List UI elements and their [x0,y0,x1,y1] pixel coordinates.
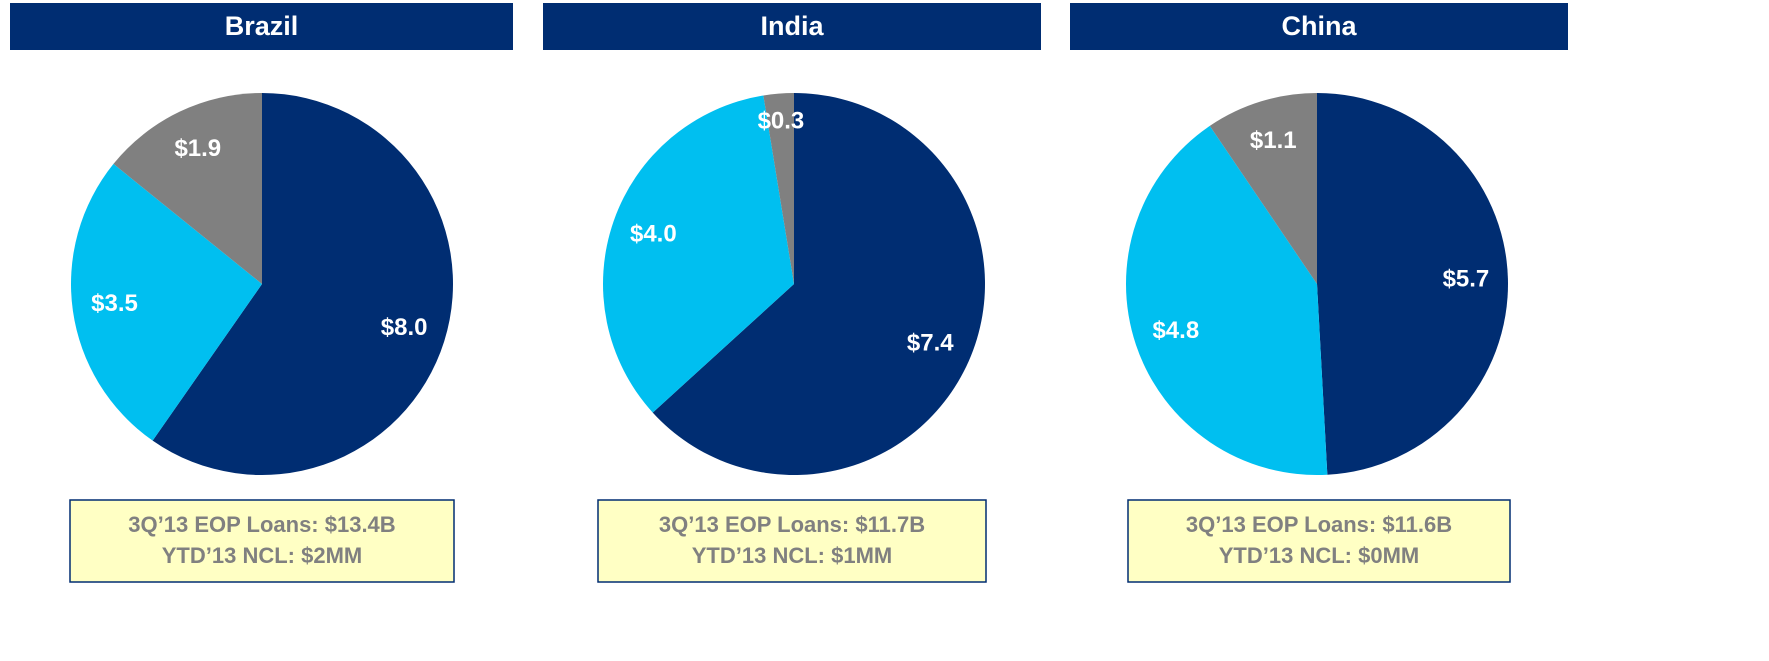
summary-box [69,499,455,583]
pie-slice [1209,93,1317,284]
panel-header [10,3,513,50]
pie-slice [1125,125,1328,475]
pie-slice [70,163,262,441]
pie-slice [113,93,263,284]
panel-header [543,3,1041,50]
data-label: $7.4 [907,330,954,357]
data-label: $8.0 [381,314,428,341]
pie-slice [763,93,794,284]
summary-box [1127,499,1511,583]
summary-text: YTD’13 NCL: $1MM [692,543,892,568]
pie-slice [1317,93,1508,475]
data-label: $1.1 [1250,127,1297,154]
panel-title: Brazil [225,11,299,41]
summary-text: YTD’13 NCL: $0MM [1219,543,1419,568]
data-label: $5.7 [1443,265,1490,292]
data-label: $3.5 [91,290,138,317]
data-label: $0.3 [758,108,805,135]
summary-text: 3Q’13 EOP Loans: $13.4B [128,512,395,537]
pie-slice [152,93,454,475]
data-label: $4.0 [630,220,677,247]
panel-title: India [760,11,824,41]
summary-box [597,499,987,583]
data-label: $4.8 [1152,317,1199,344]
summary-text: YTD’13 NCL: $2MM [162,543,362,568]
pie-slice [652,93,985,475]
pie-slice [603,95,794,413]
summary-text: 3Q’13 EOP Loans: $11.7B [659,512,925,537]
data-label: $1.9 [174,135,221,162]
summary-text: 3Q’13 EOP Loans: $11.6B [1186,512,1452,537]
panel-title: China [1281,11,1357,41]
panel-header [1070,3,1568,50]
